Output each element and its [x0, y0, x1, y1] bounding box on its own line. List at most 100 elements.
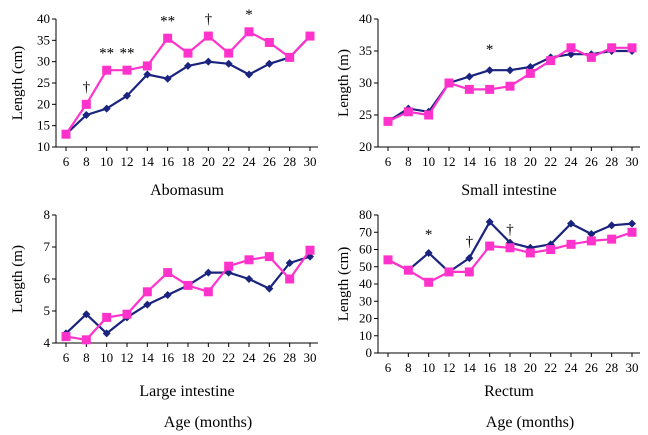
- chart-0-x-axis-label: Abomasum: [150, 182, 224, 199]
- chart-0-x-tick-label: 14: [141, 154, 155, 169]
- chart-0-significance-marker: †: [205, 11, 213, 27]
- chart-2-x-tick-label: 8: [83, 350, 90, 365]
- chart-3-series-1-point: [403, 265, 413, 275]
- chart-0-series-1-point: [285, 52, 295, 62]
- chart-1-x-tick-label: 6: [385, 154, 392, 169]
- chart-3-series-1-point: [586, 236, 596, 246]
- chart-2-x-tick-label: 22: [222, 350, 235, 365]
- chart-0-x-tick-label: 6: [63, 154, 70, 169]
- chart-2-x-tick-label: 6: [63, 350, 70, 365]
- chart-3-y-tick-label: 80: [359, 207, 372, 222]
- chart-0-series-1-point: [203, 31, 213, 41]
- chart-0-x-tick-label: 8: [83, 154, 90, 169]
- chart-3-y-tick-label: 30: [359, 293, 372, 308]
- chart-3-x-tick-label: 10: [422, 360, 435, 375]
- chart-0-series-1-point: [102, 65, 112, 75]
- chart-1-series-0-point: [485, 66, 494, 75]
- chart-1-x-tick-label: 18: [504, 154, 517, 169]
- chart-0-series-0-point: [163, 74, 172, 83]
- chart-0-y-tick-label: 30: [37, 54, 50, 69]
- chart-1-x-tick-label: 8: [405, 154, 412, 169]
- chart-0-significance-marker: †: [83, 80, 91, 96]
- chart-1-series-1-point: [485, 84, 495, 94]
- chart-rectum: 0 10 20 30 40 50 60 70 80 6 8 10 12 14 16 18 20 22 24 26 28 3…: [336, 207, 640, 400]
- chart-2-x-tick-label: 10: [100, 350, 113, 365]
- chart-2-series-1-point: [183, 280, 193, 290]
- chart-0-x-tick-label: 18: [182, 154, 195, 169]
- chart-3-series-1-point: [607, 234, 617, 244]
- chart-1-x-tick-label: 22: [544, 154, 557, 169]
- chart-1-series-1-point: [464, 84, 474, 94]
- chart-0-series-1-point: [183, 48, 193, 58]
- chart-3-series-1-point: [566, 239, 576, 249]
- chart-2-y-tick-label: 4: [44, 335, 51, 350]
- chart-2-series-1-point: [244, 255, 254, 265]
- chart-3-series-1-point: [383, 255, 393, 265]
- chart-0-significance-marker: **: [120, 45, 135, 61]
- chart-2-series-1-point: [264, 252, 274, 262]
- chart-0-x-tick-label: 16: [161, 154, 175, 169]
- chart-3-y-tick-label: 20: [359, 311, 372, 326]
- chart-0-series-0-point: [123, 91, 131, 100]
- chart-3-y-tick-label: 60: [359, 242, 372, 257]
- chart-small-intestine: 20 25 30 35 40 6 8 10 12 14 16 18 20 22 24 26 28 30 Length…: [336, 11, 640, 199]
- chart-3-series-1-point: [464, 267, 474, 277]
- chart-0-significance-marker: *: [245, 7, 253, 23]
- chart-2-series-0-point: [204, 268, 213, 277]
- chart-0-x-tick-label: 30: [304, 154, 317, 169]
- chart-3-x-tick-label: 8: [405, 360, 412, 375]
- chart-3-y-tick-label: 10: [359, 328, 372, 343]
- chart-0-x-tick-label: 10: [100, 154, 113, 169]
- chart-0-y-tick-label: 35: [37, 32, 50, 47]
- chart-0-series-1-point: [61, 129, 71, 139]
- chart-1-x-tick-label: 30: [626, 154, 639, 169]
- chart-1-x-tick-label: 20: [524, 154, 537, 169]
- chart-0-series-0-point: [102, 104, 111, 113]
- chart-1-x-axis-label: Small intestine: [461, 182, 557, 199]
- chart-3-x-tick-label: 28: [605, 360, 618, 375]
- chart-2-series-1-point: [305, 245, 315, 255]
- chart-1-series-1-point: [383, 116, 393, 126]
- chart-1-series-1-point: [424, 110, 434, 120]
- chart-3-significance-marker: *: [425, 227, 433, 243]
- chart-2-series-0-point: [265, 284, 274, 293]
- chart-2-x-tick-label: 26: [263, 350, 277, 365]
- chart-1-series-1-point: [627, 43, 637, 53]
- chart-3-x-tick-label: 24: [565, 360, 579, 375]
- chart-2-series-1-point: [61, 332, 71, 342]
- chart-1-series-1-point: [505, 81, 515, 91]
- chart-3-x-tick-label: 20: [524, 360, 537, 375]
- chart-2-series-1-point: [81, 335, 91, 345]
- chart-2-series-1-line: [65, 249, 311, 341]
- chart-3-series-1-point: [546, 245, 556, 254]
- chart-3-y-tick-label: 40: [359, 276, 372, 291]
- chart-0-x-tick-label: 28: [283, 154, 296, 169]
- chart-0-series-1-point: [122, 65, 132, 75]
- chart-1-x-tick-label: 12: [443, 154, 456, 169]
- chart-2-x-tick-label: 14: [141, 350, 155, 365]
- chart-3-x-tick-label: 18: [504, 360, 517, 375]
- chart-1-y-tick-label: 30: [359, 75, 372, 90]
- chart-1-y-tick-label: 40: [359, 11, 372, 26]
- chart-0-series-1-point: [305, 31, 315, 41]
- chart-1-x-tick-label: 14: [463, 154, 477, 169]
- chart-0-series-1-point: [163, 33, 173, 43]
- chart-3-series-1-point: [444, 267, 454, 277]
- chart-1-x-tick-label: 24: [565, 154, 579, 169]
- chart-abomasum: 10 15 20 25 30 35 40 6 8 10 12 14 16 18 20 22 24 26 28 30 Le…: [10, 7, 318, 199]
- chart-2-series-0-point: [245, 275, 253, 283]
- chart-1-series-1-point: [586, 52, 596, 62]
- chart-3-series-0-point: [607, 221, 616, 230]
- chart-2-y-tick-label: 7: [44, 239, 51, 254]
- chart-2-x-tick-label: 28: [283, 350, 296, 365]
- chart-2-x-tick-label: 18: [182, 350, 195, 365]
- chart-3-x-tick-label: 14: [463, 360, 477, 375]
- chart-2-series-1-point: [102, 312, 112, 322]
- chart-0-significance-marker: **: [99, 45, 114, 61]
- chart-1-x-tick-label: 26: [585, 154, 599, 169]
- chart-3-series-0-point: [465, 254, 474, 263]
- chart-3-y-axis-label: Length (cm): [336, 247, 352, 322]
- chart-3-series-1-point: [627, 227, 637, 237]
- chart-0-significance-marker: **: [160, 13, 175, 29]
